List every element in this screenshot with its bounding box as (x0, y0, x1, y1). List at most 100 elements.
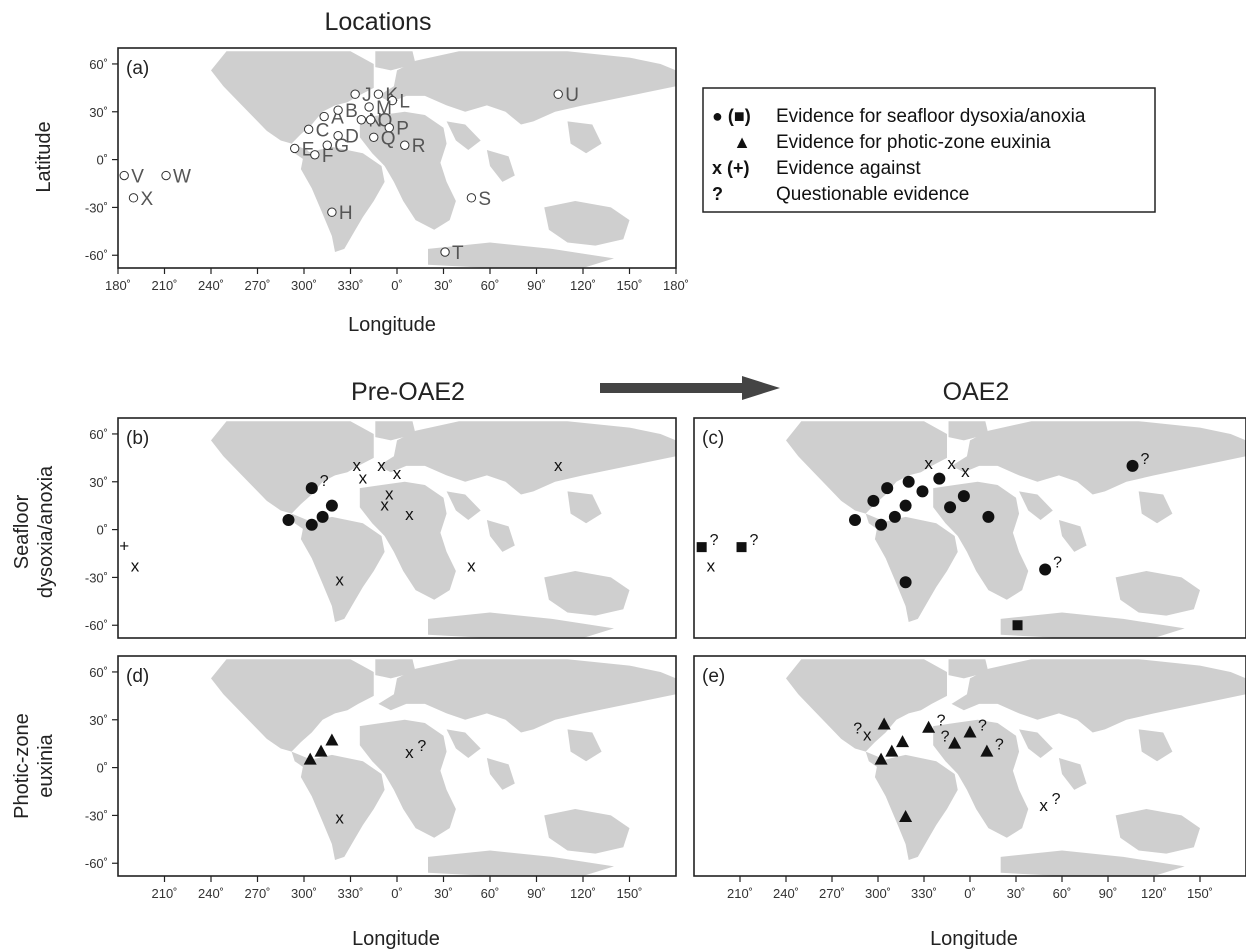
site-label: L (399, 92, 410, 113)
site-marker (373, 89, 384, 99)
questionable-marker: ? (320, 473, 329, 490)
lon-tick-label: 210˚ (727, 886, 753, 901)
site-marker (290, 143, 300, 154)
map-panel-d: (d) 60˚ 30˚ 0˚ -30˚ -60˚ 210˚ 240˚ 270˚ 300˚ 330˚ 0… (85, 655, 677, 901)
dysoxia-circle-marker (888, 510, 901, 523)
site-marker (119, 170, 129, 181)
euxinia-triangle-marker (303, 752, 317, 765)
lon-tick-label: 330˚ (337, 886, 363, 901)
row-label-seafloor-line2: dysoxia/anoxia (35, 465, 57, 598)
lon-tick-label: 30˚ (1007, 886, 1026, 901)
site-label: W (173, 167, 191, 188)
dysoxia-square-marker (736, 542, 747, 553)
latitude-axis-title: Latitude (33, 121, 55, 192)
lon-tick-label: 30˚ (434, 278, 453, 293)
euxinia-triangle-marker (963, 725, 977, 738)
site-label: C (316, 120, 330, 141)
lat-tick-label: 60˚ (89, 665, 108, 680)
lat-tick-label: 60˚ (89, 57, 108, 72)
euxinia-triangle-marker (899, 810, 913, 823)
legend-text-euxinia: Evidence for photic-zone euxinia (776, 132, 1051, 153)
lat-tick-label: 0˚ (96, 153, 108, 168)
lat-tick-label: -60˚ (85, 618, 108, 633)
dysoxia-circle-marker (957, 490, 970, 503)
legend-symbol-questionable: ? (712, 184, 723, 204)
site-label: F (322, 146, 334, 167)
lon-tick-label: 0˚ (391, 886, 403, 901)
site-marker (387, 95, 398, 106)
continents (210, 421, 676, 638)
lon-tick-label: 30˚ (434, 886, 453, 901)
evidence-against-marker: x (554, 456, 563, 475)
lon-tick-label: 270˚ (244, 278, 270, 293)
dysoxia-circle-marker (316, 510, 329, 523)
dysoxia-circle-marker (305, 518, 318, 531)
legend-text-dysoxia: Evidence for seafloor dysoxia/anoxia (776, 106, 1086, 127)
site-label: S (478, 189, 491, 210)
row-label-photic-line2: euxinia (35, 733, 57, 797)
site-label: T (452, 243, 464, 264)
panel-label: (d) (126, 666, 149, 687)
lon-tick-label: 150˚ (616, 886, 642, 901)
lon-tick-label: 90˚ (1099, 886, 1118, 901)
questionable-marker: ? (978, 718, 987, 735)
questionable-marker: ? (417, 738, 426, 755)
legend-symbol-against: x (+) (712, 158, 750, 178)
site-label: V (131, 167, 144, 188)
lon-tick-label: 240˚ (198, 278, 224, 293)
dysoxia-circle-marker (282, 514, 295, 527)
site-label: H (339, 203, 353, 224)
panel-label: (b) (126, 428, 149, 449)
dysoxia-circle-marker (305, 482, 318, 495)
site-marker (303, 124, 314, 135)
dysoxia-circle-marker (867, 494, 880, 507)
row-label-photic-line1: Photic-zone (11, 713, 33, 819)
site-marker (128, 193, 139, 203)
row-label-seafloor-line1: Seafloor (11, 494, 33, 569)
euxinia-triangle-marker (896, 735, 910, 748)
dysoxia-circle-marker (1126, 459, 1139, 472)
dysoxia-circle-marker (902, 475, 915, 488)
site-label: Q (381, 128, 396, 149)
lon-tick-label: 150˚ (616, 278, 642, 293)
land-masses (210, 659, 676, 876)
lon-tick-label: 150˚ (1187, 886, 1213, 901)
dysoxia-circle-marker (875, 518, 888, 531)
lon-tick-label: 270˚ (244, 886, 270, 901)
site-marker (310, 150, 320, 160)
evidence-against-marker: x (393, 464, 402, 483)
lon-tick-label: 120˚ (570, 278, 596, 293)
euxinia-triangle-marker (877, 717, 891, 730)
continents (210, 51, 676, 268)
site-label: B (345, 101, 358, 122)
lat-tick-label: 30˚ (89, 713, 108, 728)
lon-tick-label: 210˚ (151, 278, 177, 293)
longitude-axis-title-e: Longitude (930, 928, 1018, 950)
lon-tick-label: 180˚ (105, 278, 131, 293)
continents (786, 421, 1246, 638)
longitude-axis-title-a: Longitude (348, 314, 436, 336)
euxinia-triangle-marker (314, 744, 328, 757)
panel-label: (c) (702, 428, 724, 449)
land-masses (210, 51, 676, 268)
site-marker (327, 207, 337, 217)
evidence-against-marker: x (335, 809, 344, 828)
dysoxia-circle-marker (944, 501, 957, 514)
legend: ● (■) Evidence for seafloor dysoxia/anox… (702, 87, 1156, 213)
site-marker (384, 123, 394, 133)
evidence-against-marker: x (924, 454, 933, 473)
dysoxia-circle-marker (1039, 563, 1052, 576)
euxinia-triangle-marker (980, 744, 994, 757)
questionable-marker: ? (750, 532, 759, 549)
legend-text-against: Evidence against (776, 158, 921, 179)
dysoxia-circle-marker (325, 499, 338, 512)
lon-tick-label: 300˚ (291, 278, 317, 293)
lat-tick-label: 60˚ (89, 427, 108, 442)
questionable-marker: ? (995, 737, 1004, 754)
euxinia-triangle-marker (922, 720, 936, 733)
evidence-against-marker: x (352, 456, 361, 475)
land-masses (786, 659, 1246, 876)
site-marker (356, 115, 367, 125)
oae2-title: OAE2 (943, 378, 1010, 406)
